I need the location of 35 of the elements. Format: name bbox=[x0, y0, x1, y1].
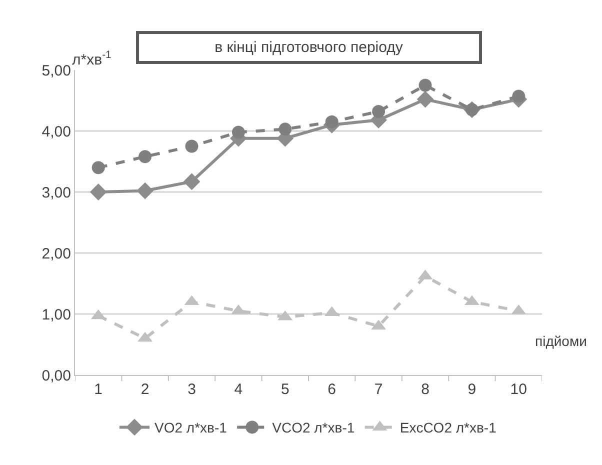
x-tick-label: 3 bbox=[188, 381, 196, 398]
point bbox=[183, 173, 200, 190]
point bbox=[418, 78, 432, 92]
x-tick-label: 10 bbox=[510, 381, 527, 398]
x-tick-label: 4 bbox=[234, 381, 243, 398]
x-tick-label: 7 bbox=[374, 381, 383, 398]
x-axis-title: підйоми bbox=[535, 333, 587, 349]
x-tick-label: 9 bbox=[468, 381, 476, 398]
point bbox=[416, 90, 434, 108]
x-tick-label: 2 bbox=[140, 381, 150, 398]
y-tick-label: 5,00 bbox=[42, 62, 71, 80]
point bbox=[185, 140, 198, 153]
chart-title: в кінці підготовчого періоду bbox=[214, 39, 404, 56]
y-tick-label: 1,00 bbox=[42, 306, 71, 324]
x-tick-label: 5 bbox=[280, 381, 290, 398]
x-tick-label: 8 bbox=[421, 381, 430, 398]
x-tick-label: 6 bbox=[328, 381, 336, 398]
point bbox=[90, 184, 107, 200]
point bbox=[138, 150, 152, 164]
point bbox=[372, 104, 386, 118]
legend-label: VO2 л*хв-1 bbox=[154, 420, 228, 436]
point bbox=[325, 115, 338, 128]
point bbox=[232, 126, 245, 139]
point bbox=[512, 90, 526, 103]
legend-label: VCO2 л*хв-1 bbox=[272, 420, 355, 436]
y-tick-label: 0,00 bbox=[42, 367, 71, 384]
y-tick-label: 3,00 bbox=[42, 184, 71, 202]
point bbox=[136, 182, 154, 200]
point bbox=[278, 122, 292, 136]
point bbox=[92, 161, 105, 174]
y-axis-title: л*хв$^{-1}$ bbox=[72, 49, 112, 68]
y-tick-label: 2,00 bbox=[42, 245, 71, 262]
legend-label: ExcCO2 л*хв-1 bbox=[400, 420, 497, 436]
y-tick-label: 4,00 bbox=[42, 123, 71, 140]
x-tick-label: 1 bbox=[94, 381, 103, 398]
